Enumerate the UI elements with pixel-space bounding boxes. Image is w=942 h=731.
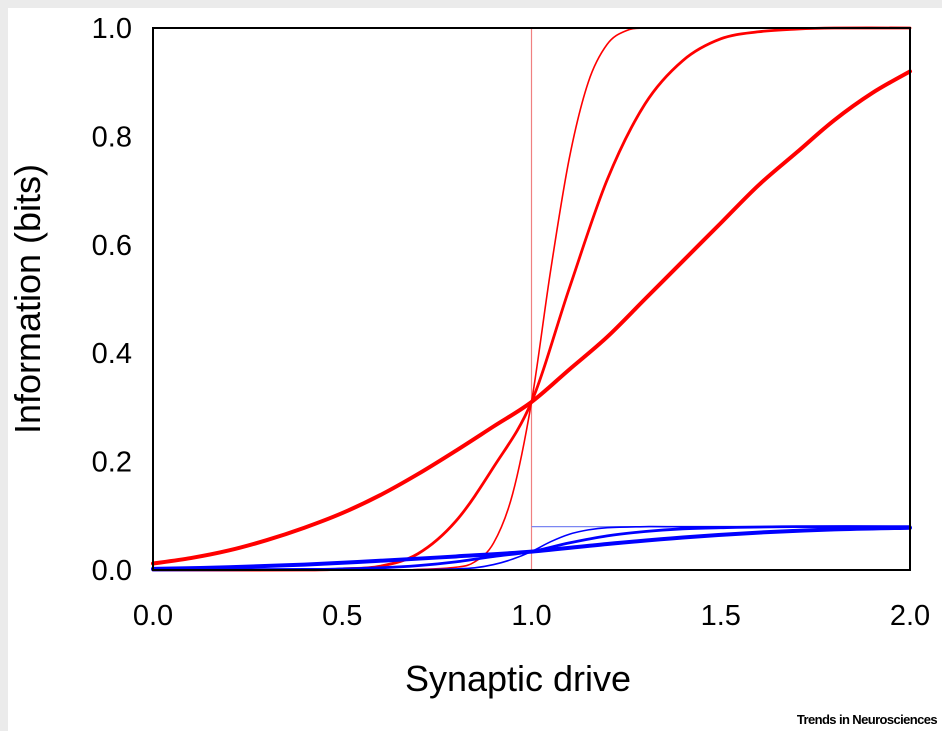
figure-panel: 0.0 0.5 1.0 1.5 2.0 0.0 0.2 0.4 0.6 0.8 1.0 Synapt… [8,8,942,731]
x-axis-title: Synaptic drive [405,658,631,699]
y-tick-label: 0.2 [92,447,132,479]
tick-labels: 0.0 0.5 1.0 1.5 2.0 0.0 0.2 0.4 0.6 0.8 1.0 [92,13,930,632]
series-line-blue-thick [151,525,912,571]
y-tick-label: 0.4 [92,338,132,370]
y-tick-label: 0.6 [92,230,132,262]
series-line-red-thick [151,69,912,566]
information-vs-synaptic-drive-chart: 0.0 0.5 1.0 1.5 2.0 0.0 0.2 0.4 0.6 0.8 1.0 Synapt… [8,13,938,727]
x-tick-label: 1.0 [511,600,551,632]
x-tick-label: 0.5 [322,600,362,632]
x-tick-label: 2.0 [890,600,930,632]
x-tick-label: 1.5 [701,600,741,632]
y-tick-label: 1.0 [92,13,132,45]
y-tick-label: 0.8 [92,121,132,153]
plot-area [151,26,912,572]
plot-frame [152,27,911,571]
y-axis-title: Information (bits) [8,164,48,434]
x-tick-label: 0.0 [133,600,173,632]
y-tick-label: 0.0 [92,555,132,587]
journal-credit: Trends in Neurosciences [797,712,937,727]
